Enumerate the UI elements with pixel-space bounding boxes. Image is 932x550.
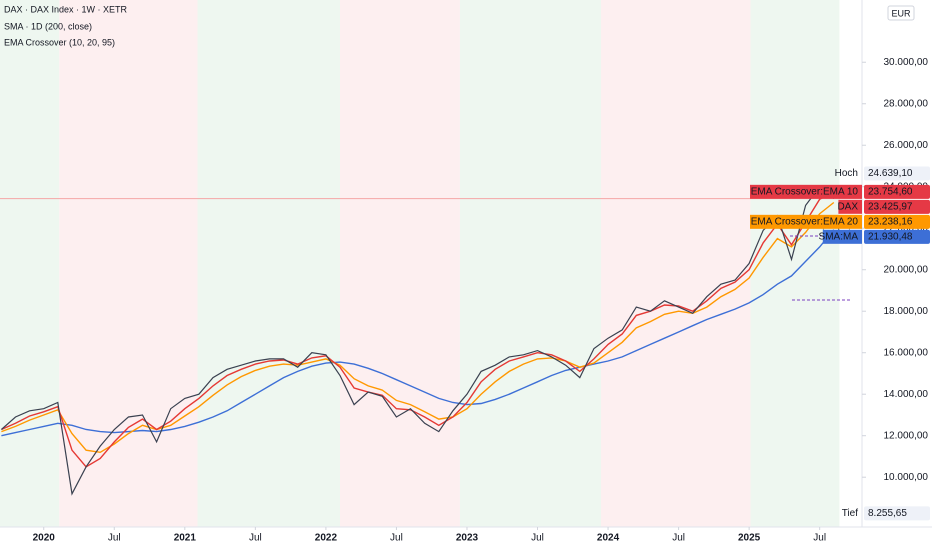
plot [0,185,862,496]
price-label-value: 21.930,48 [868,231,913,242]
x-tick-label: 2022 [315,533,338,544]
y-tick-label: 28.000,00 [884,98,929,109]
background-regions [0,0,840,527]
price-label-name: Tief [842,508,859,519]
price-label-value: 23.425,97 [868,201,913,212]
price-label-value: 23.238,16 [868,216,913,227]
signal-region [459,0,602,527]
x-tick-label: 2023 [456,533,479,544]
x-tick-label: 2025 [738,533,761,544]
price-label-box [864,199,930,214]
price-label-name: Hoch [835,168,858,179]
signal-region [750,0,840,527]
signal-region [59,0,198,527]
series-line [1,185,835,496]
legend-symbol: DAX · DAX Index · 1W · XETR [4,4,128,14]
y-axis-panel [862,0,932,550]
x-tick-label: Jul [390,533,403,544]
x-tick-label: Jul [672,533,685,544]
series-line [1,201,835,454]
series-line [1,191,835,468]
price-label-value: 23.754,60 [868,186,913,197]
y-tick-label: 16.000,00 [884,347,929,358]
price-label-box [864,166,930,181]
price-label-value: 8.255,65 [868,508,907,519]
signal-region [197,0,341,527]
price-label-value: 24.639,10 [868,168,913,179]
series-line [1,229,835,437]
y-tick-label: 20.000,00 [884,264,929,275]
price-label-name: DAX [837,201,858,212]
y-tick-label: 26.000,00 [884,140,929,151]
x-tick-label: Jul [813,533,826,544]
price-label-name: EMA Crossover:EMA 20 [751,216,859,227]
price-label-name: SMA:MA [819,231,859,242]
x-tick-label: 2024 [597,533,620,544]
x-tick-label: Jul [531,533,544,544]
x-tick-label: 2020 [33,533,56,544]
legend-ema: EMA Crossover (10, 20, 95) [4,37,115,47]
axes: 10.000,00 12.000,00 14.000,00 16.000,00 18.0… [33,57,930,544]
x-tick-label: Jul [249,533,262,544]
signal-region [601,0,751,527]
price-label-box [864,506,930,521]
y-tick-label: 10.000,00 [884,472,929,483]
price-name-box [750,184,862,199]
y-tick-label: 30.000,00 [884,57,929,68]
x-tick-label: 2021 [174,533,197,544]
y-tick-label: 14.000,00 [884,389,929,400]
price-name-box [750,214,862,229]
price-label-box [864,229,930,244]
legend-sma: SMA · 1D (200, close) [4,21,92,31]
y-tick-label: 12.000,00 [884,430,929,441]
price-name-box [822,229,862,244]
x-axis-panel [0,527,932,550]
price-label-box [864,214,930,229]
currency-box[interactable] [887,5,915,21]
currency[interactable]: EUR [891,8,911,18]
signal-region [0,0,60,527]
price-label-box [864,184,930,199]
y-tick-label: 18.000,00 [884,306,929,317]
price-name-box [838,199,862,214]
x-tick-label: Jul [108,533,121,544]
signal-region [340,0,460,527]
price-label-name: EMA Crossover:EMA 10 [751,186,859,197]
